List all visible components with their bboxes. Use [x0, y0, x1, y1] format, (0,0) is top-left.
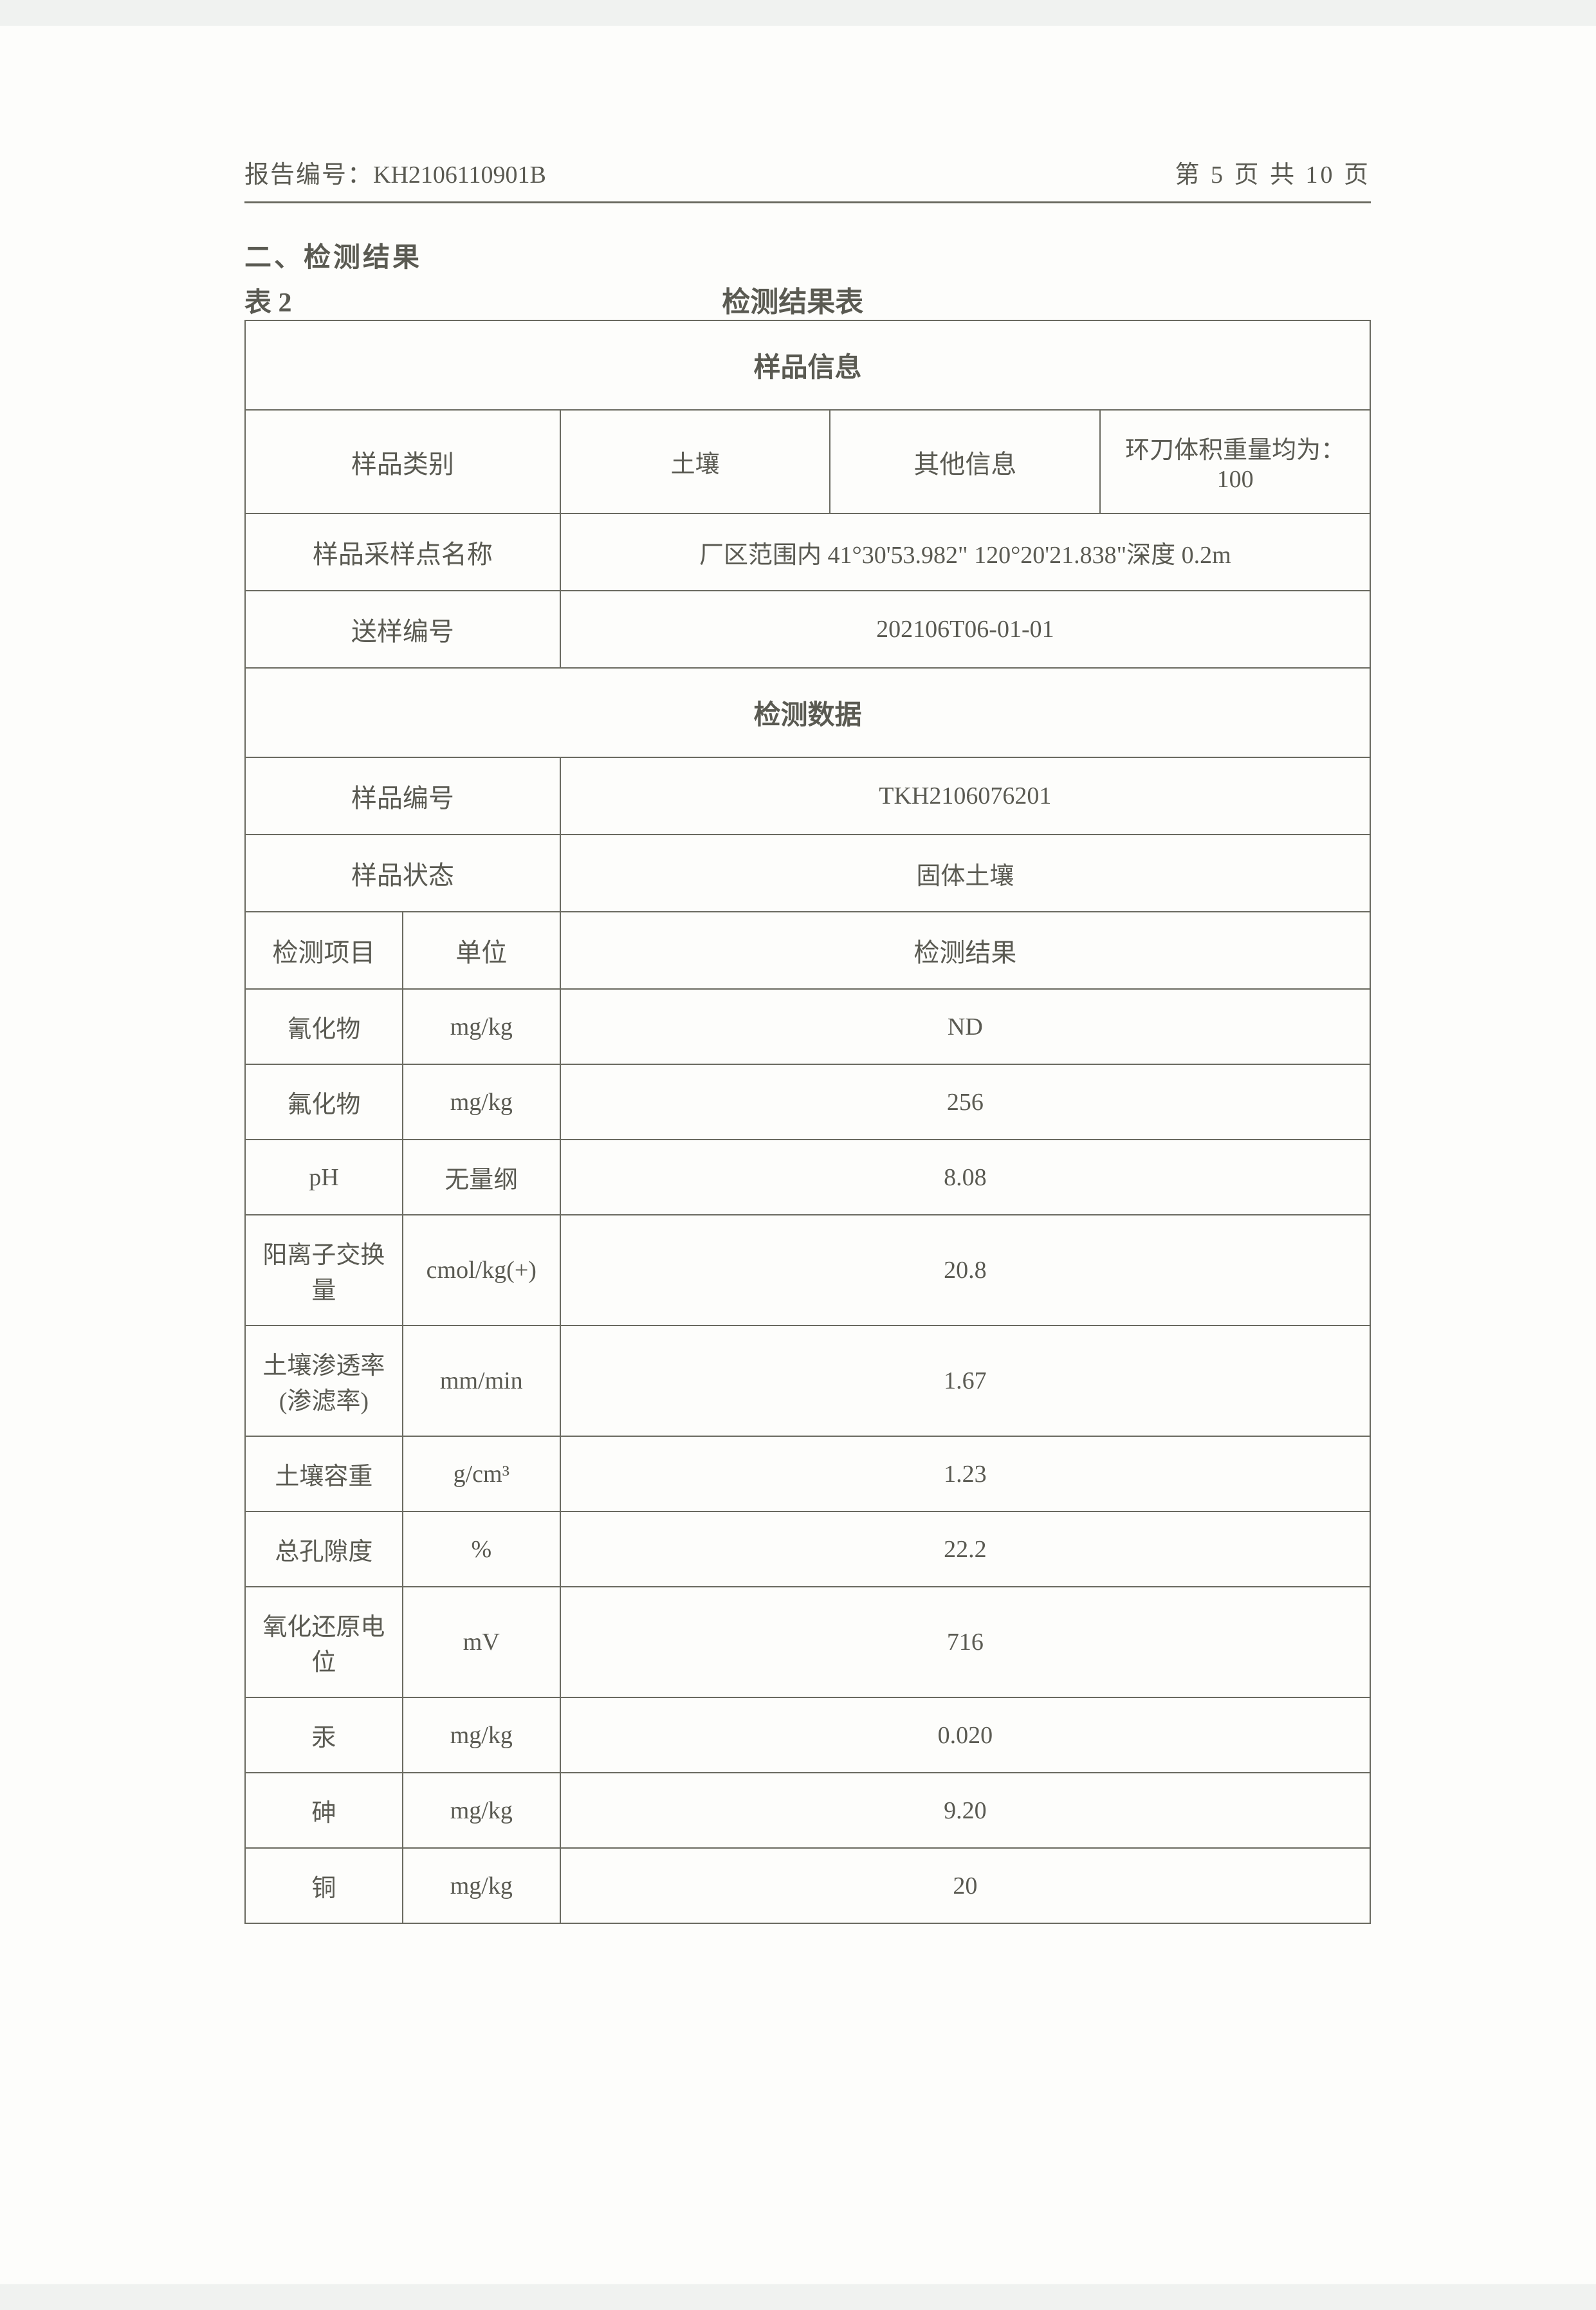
- table-row: 阳离子交换量 cmol/kg(+) 20.8: [245, 1215, 1370, 1326]
- result-cell: 22.2: [560, 1511, 1370, 1587]
- report-number-label: 报告编号：: [244, 162, 373, 189]
- unit-cell: cmol/kg(+): [403, 1215, 560, 1326]
- table-row: 土壤渗透率(渗滤率) mm/min 1.67: [245, 1326, 1370, 1436]
- page-number: 第 5 页 共 10 页: [1175, 154, 1371, 190]
- table-label: 表 2: [244, 281, 292, 320]
- unit-cell: mg/kg: [403, 989, 560, 1064]
- table-row: 送样编号 202106T06-01-01: [245, 591, 1370, 668]
- table-row: 氧化还原电位 mV 716: [245, 1587, 1370, 1697]
- unit-cell: 无量纲: [403, 1140, 560, 1215]
- item-cell: 汞: [245, 1697, 403, 1773]
- sample-category-label: 样品类别: [245, 410, 560, 513]
- unit-header: 单位: [403, 912, 560, 989]
- other-info-label: 其他信息: [830, 410, 1100, 513]
- table-label-row: 表 2 检测结果表: [244, 279, 1371, 320]
- report-number-value: KH2106110901B: [373, 162, 546, 189]
- result-cell: ND: [560, 989, 1370, 1064]
- unit-cell: g/cm³: [403, 1436, 560, 1511]
- sample-category-value: 土壤: [560, 410, 830, 513]
- item-cell: 砷: [245, 1773, 403, 1848]
- unit-cell: mg/kg: [403, 1773, 560, 1848]
- sample-state-label: 样品状态: [245, 835, 560, 912]
- result-cell: 20.8: [560, 1215, 1370, 1326]
- table-row: 氰化物 mg/kg ND: [245, 989, 1370, 1064]
- send-number-value: 202106T06-01-01: [560, 591, 1370, 668]
- table-row: 氟化物 mg/kg 256: [245, 1064, 1370, 1140]
- page-header: 报告编号：KH2106110901B 第 5 页 共 10 页: [244, 154, 1371, 203]
- page-total: 10: [1305, 162, 1335, 189]
- table-row: 样品编号 TKH2106076201: [245, 757, 1370, 835]
- table-row: 样品采样点名称 厂区范围内 41°30'53.982" 120°20'21.83…: [245, 513, 1370, 591]
- page-mid: 页 共: [1225, 162, 1306, 189]
- section-title: 二、检测结果: [244, 236, 1371, 275]
- sampling-point-label: 样品采样点名称: [245, 513, 560, 591]
- item-cell: 土壤渗透率(渗滤率): [245, 1326, 403, 1436]
- report-number: 报告编号：KH2106110901B: [244, 154, 546, 190]
- item-cell: 氰化物: [245, 989, 403, 1064]
- unit-cell: mm/min: [403, 1326, 560, 1436]
- sample-number-value: TKH2106076201: [560, 757, 1370, 835]
- item-header: 检测项目: [245, 912, 403, 989]
- sampling-point-value: 厂区范围内 41°30'53.982" 120°20'21.838"深度 0.2…: [560, 513, 1370, 591]
- unit-cell: mg/kg: [403, 1848, 560, 1923]
- table-row: 土壤容重 g/cm³ 1.23: [245, 1436, 1370, 1511]
- item-cell: 总孔隙度: [245, 1511, 403, 1587]
- result-cell: 1.67: [560, 1326, 1370, 1436]
- result-cell: 716: [560, 1587, 1370, 1697]
- table-row: 样品状态 固体土壤: [245, 835, 1370, 912]
- table-row: pH 无量纲 8.08: [245, 1140, 1370, 1215]
- result-cell: 9.20: [560, 1773, 1370, 1848]
- page-current: 5: [1211, 162, 1225, 189]
- table-row: 检测数据: [245, 668, 1370, 757]
- result-cell: 256: [560, 1064, 1370, 1140]
- item-cell: pH: [245, 1140, 403, 1215]
- item-cell: 铜: [245, 1848, 403, 1923]
- sample-state-value: 固体土壤: [560, 835, 1370, 912]
- item-cell: 阳离子交换量: [245, 1215, 403, 1326]
- sample-number-label: 样品编号: [245, 757, 560, 835]
- unit-cell: %: [403, 1511, 560, 1587]
- table-row: 检测项目 单位 检测结果: [245, 912, 1370, 989]
- result-cell: 1.23: [560, 1436, 1370, 1511]
- unit-cell: mV: [403, 1587, 560, 1697]
- item-cell: 氟化物: [245, 1064, 403, 1140]
- table-row: 铜 mg/kg 20: [245, 1848, 1370, 1923]
- table-row: 样品类别 土壤 其他信息 环刀体积重量均为：100: [245, 410, 1370, 513]
- page-suffix: 页: [1335, 162, 1371, 189]
- table-row: 砷 mg/kg 9.20: [245, 1773, 1370, 1848]
- result-cell: 8.08: [560, 1140, 1370, 1215]
- table-row: 样品信息: [245, 320, 1370, 410]
- page-container: 报告编号：KH2106110901B 第 5 页 共 10 页 二、检测结果 表…: [0, 26, 1596, 2284]
- result-cell: 20: [560, 1848, 1370, 1923]
- result-cell: 0.020: [560, 1697, 1370, 1773]
- send-number-label: 送样编号: [245, 591, 560, 668]
- unit-cell: mg/kg: [403, 1697, 560, 1773]
- table-caption: 检测结果表: [722, 279, 863, 320]
- other-info-value: 环刀体积重量均为：100: [1100, 410, 1370, 513]
- page-prefix: 第: [1175, 162, 1211, 189]
- sample-info-header: 样品信息: [245, 320, 1370, 410]
- test-data-header: 检测数据: [245, 668, 1370, 757]
- result-header: 检测结果: [560, 912, 1370, 989]
- table-row: 总孔隙度 % 22.2: [245, 1511, 1370, 1587]
- item-cell: 氧化还原电位: [245, 1587, 403, 1697]
- unit-cell: mg/kg: [403, 1064, 560, 1140]
- item-cell: 土壤容重: [245, 1436, 403, 1511]
- results-table: 样品信息 样品类别 土壤 其他信息 环刀体积重量均为：100 样品采样点名称 厂…: [244, 320, 1371, 1924]
- table-row: 汞 mg/kg 0.020: [245, 1697, 1370, 1773]
